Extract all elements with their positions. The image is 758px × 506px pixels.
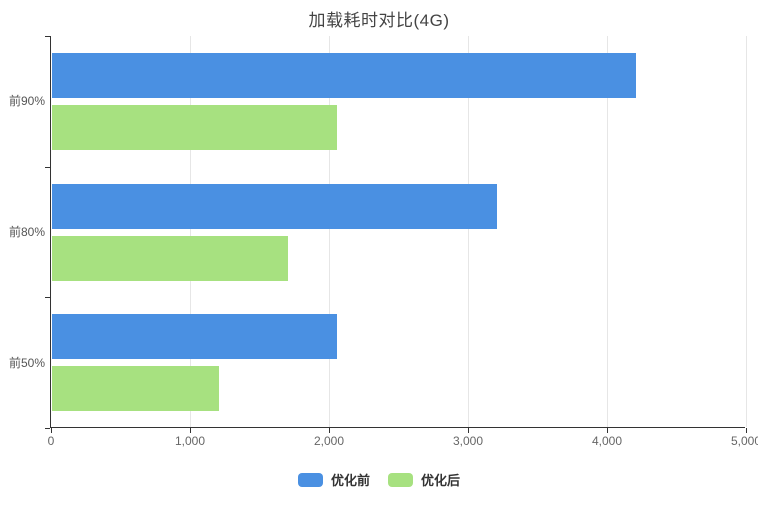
gridline <box>329 36 330 427</box>
x-axis-tick <box>329 428 330 433</box>
y-axis-tick <box>45 166 50 168</box>
plot-area: 0 1,000 2,000 3,000 4,000 5,000 前90% 前80% 前50% <box>9 36 758 448</box>
x-axis-tick <box>607 428 608 433</box>
bar-before[interactable] <box>52 314 337 360</box>
bar-after[interactable] <box>52 366 219 412</box>
category-label: 前50% <box>8 355 45 370</box>
legend: 优化前 优化后 <box>0 470 758 489</box>
x-axis-tick-label: 2,000 <box>313 434 345 448</box>
bar-after[interactable] <box>52 104 337 150</box>
chart-title: 加载耗时对比(4G) <box>308 11 450 30</box>
gridline <box>746 36 747 427</box>
x-axis-tick-label: 5,000 <box>730 434 758 448</box>
x-axis-tick <box>51 428 52 433</box>
legend-label: 优化前 <box>330 473 370 488</box>
gridline <box>607 36 608 427</box>
category-label: 前80% <box>8 225 45 239</box>
legend-label: 优化后 <box>421 473 461 488</box>
y-axis-tick <box>45 36 50 37</box>
y-axis-tick <box>45 428 50 429</box>
x-axis-tick <box>746 428 747 433</box>
bar-before[interactable] <box>52 52 636 98</box>
legend-item-after[interactable]: 优化后 <box>388 470 460 489</box>
x-axis-tick-label: 4,000 <box>591 434 623 448</box>
bar-before[interactable] <box>52 183 497 229</box>
x-axis-tick-label: 0 <box>47 434 55 448</box>
x-axis-tick <box>468 428 469 433</box>
legend-marker-icon <box>388 472 413 487</box>
bar-after[interactable] <box>52 235 289 281</box>
legend-item-before[interactable]: 优化前 <box>297 470 370 489</box>
x-axis-tick-label: 3,000 <box>452 434 484 448</box>
y-axis-tick <box>45 297 50 299</box>
x-axis-tick-label: 1,000 <box>174 434 206 448</box>
category-label: 前90% <box>8 94 45 109</box>
legend-marker-icon <box>297 472 323 487</box>
x-axis-tick <box>190 428 191 433</box>
gridline <box>468 36 469 427</box>
gridline <box>190 36 191 427</box>
